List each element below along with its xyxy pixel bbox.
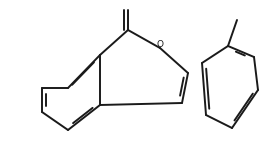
Text: O: O xyxy=(156,40,163,49)
